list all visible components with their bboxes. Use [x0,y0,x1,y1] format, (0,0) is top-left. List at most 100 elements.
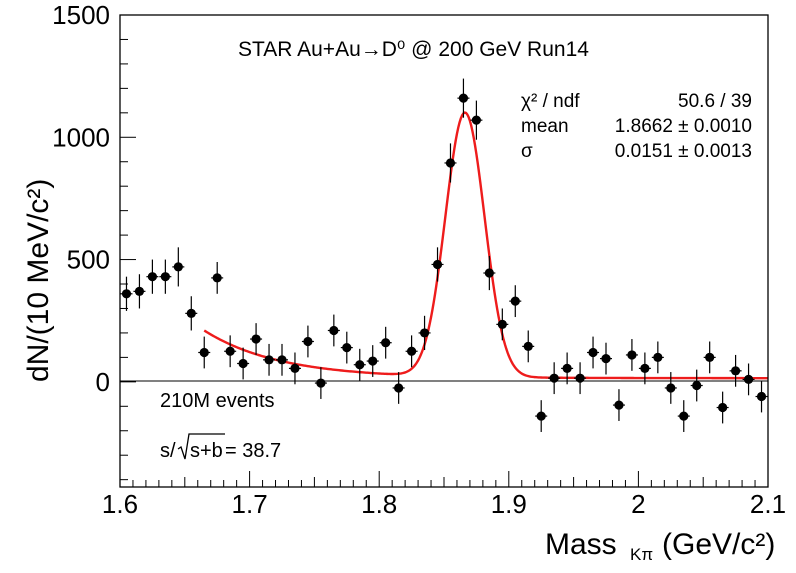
data-point [237,347,250,380]
y-tick-label: 1000 [52,122,110,152]
x-tick-labels: 1.6 1.7 1.8 1.9 2 2.1 [102,489,786,519]
data-point [548,362,561,395]
data-point [211,262,224,294]
data-point [431,247,444,282]
data-marker [186,308,196,318]
data-marker [614,400,624,410]
stats-label-sigma: σ [521,141,533,162]
data-marker [510,296,520,306]
data-point [677,400,690,432]
data-marker [199,347,209,358]
data-marker [562,363,572,373]
data-point [405,335,418,368]
x-axis-label-unit: (GeV/c²) [662,528,775,561]
significance-radicand: s+b [190,440,223,462]
data-marker [355,360,365,370]
significance-prefix: s/ [160,440,176,462]
data-point [600,342,612,375]
data-marker [381,338,391,348]
data-point [625,339,638,371]
data-marker [264,355,274,365]
data-point [561,352,574,385]
data-marker [705,352,715,362]
data-marker [601,354,611,364]
data-marker [160,272,170,282]
data-point [392,372,405,404]
data-marker [627,350,637,360]
data-point [263,343,276,376]
stats-value-chi2: 50.6 / 39 [678,91,752,112]
data-marker [368,356,378,366]
data-marker [445,158,456,168]
x-axis-label-main: Mass [545,528,617,561]
x-tick-label: 1.7 [232,489,268,519]
data-marker [173,262,183,272]
stats-value-sigma: 0.0151 ± 0.0013 [615,141,752,162]
data-point [612,389,625,421]
data-marker [588,347,598,358]
data-marker [251,334,261,344]
data-point [470,100,483,140]
y-tick-labels: 0 500 1000 1500 [52,0,110,397]
data-point [457,78,470,118]
data-marker [432,259,443,270]
data-marker [549,373,559,383]
data-marker [303,336,313,347]
data-marker [342,343,352,353]
data-marker [238,358,248,369]
data-point [224,335,237,368]
x-tick-label: 1.8 [361,489,397,519]
data-marker [471,115,481,125]
significance-value: = 38.7 [225,440,281,462]
data-marker [575,373,585,383]
y-tick-label: 500 [67,245,110,275]
x-axis-label-subscript: Kπ [630,545,653,564]
data-marker [679,411,689,421]
data-marker [692,380,702,391]
stats-value-mean: 1.8662 ± 0.0010 [615,116,752,137]
data-marker [225,346,235,356]
data-point [159,259,172,294]
data-point [638,352,651,385]
y-tick-label: 0 [96,367,110,397]
data-marker [718,402,728,413]
data-point [301,325,314,358]
fit-curve [203,111,768,380]
data-point [716,391,729,424]
data-point [288,352,301,385]
data-point [587,336,600,369]
data-marker [121,289,132,299]
x-tick-label: 2 [631,489,645,519]
data-point [314,367,327,399]
data-point [742,363,755,396]
data-marker [134,286,145,296]
data-point [366,345,379,377]
data-point [535,400,548,432]
x-tick-label: 1.6 [102,489,138,519]
plot-frame [119,14,769,488]
y-tick-label: 1500 [52,0,110,30]
data-point [729,354,742,387]
data-marker [277,355,287,365]
data-point [509,285,522,318]
data-point [327,314,340,347]
data-point [418,315,431,351]
data-point [276,343,288,376]
data-marker [731,366,741,376]
data-point [172,247,185,287]
x-tick-label: 1.9 [491,489,527,519]
data-point [198,336,211,369]
data-point [483,255,496,291]
data-point [146,259,159,294]
data-marker [419,328,430,338]
data-marker [536,411,546,421]
data-point [353,348,366,381]
stats-label-mean: mean [521,116,569,137]
data-point [522,330,535,363]
x-axis-label: Mass Kπ (GeV/c²) [545,528,775,564]
events-annotation: 210M events [160,390,275,412]
data-marker [316,378,326,388]
data-marker [756,391,767,402]
